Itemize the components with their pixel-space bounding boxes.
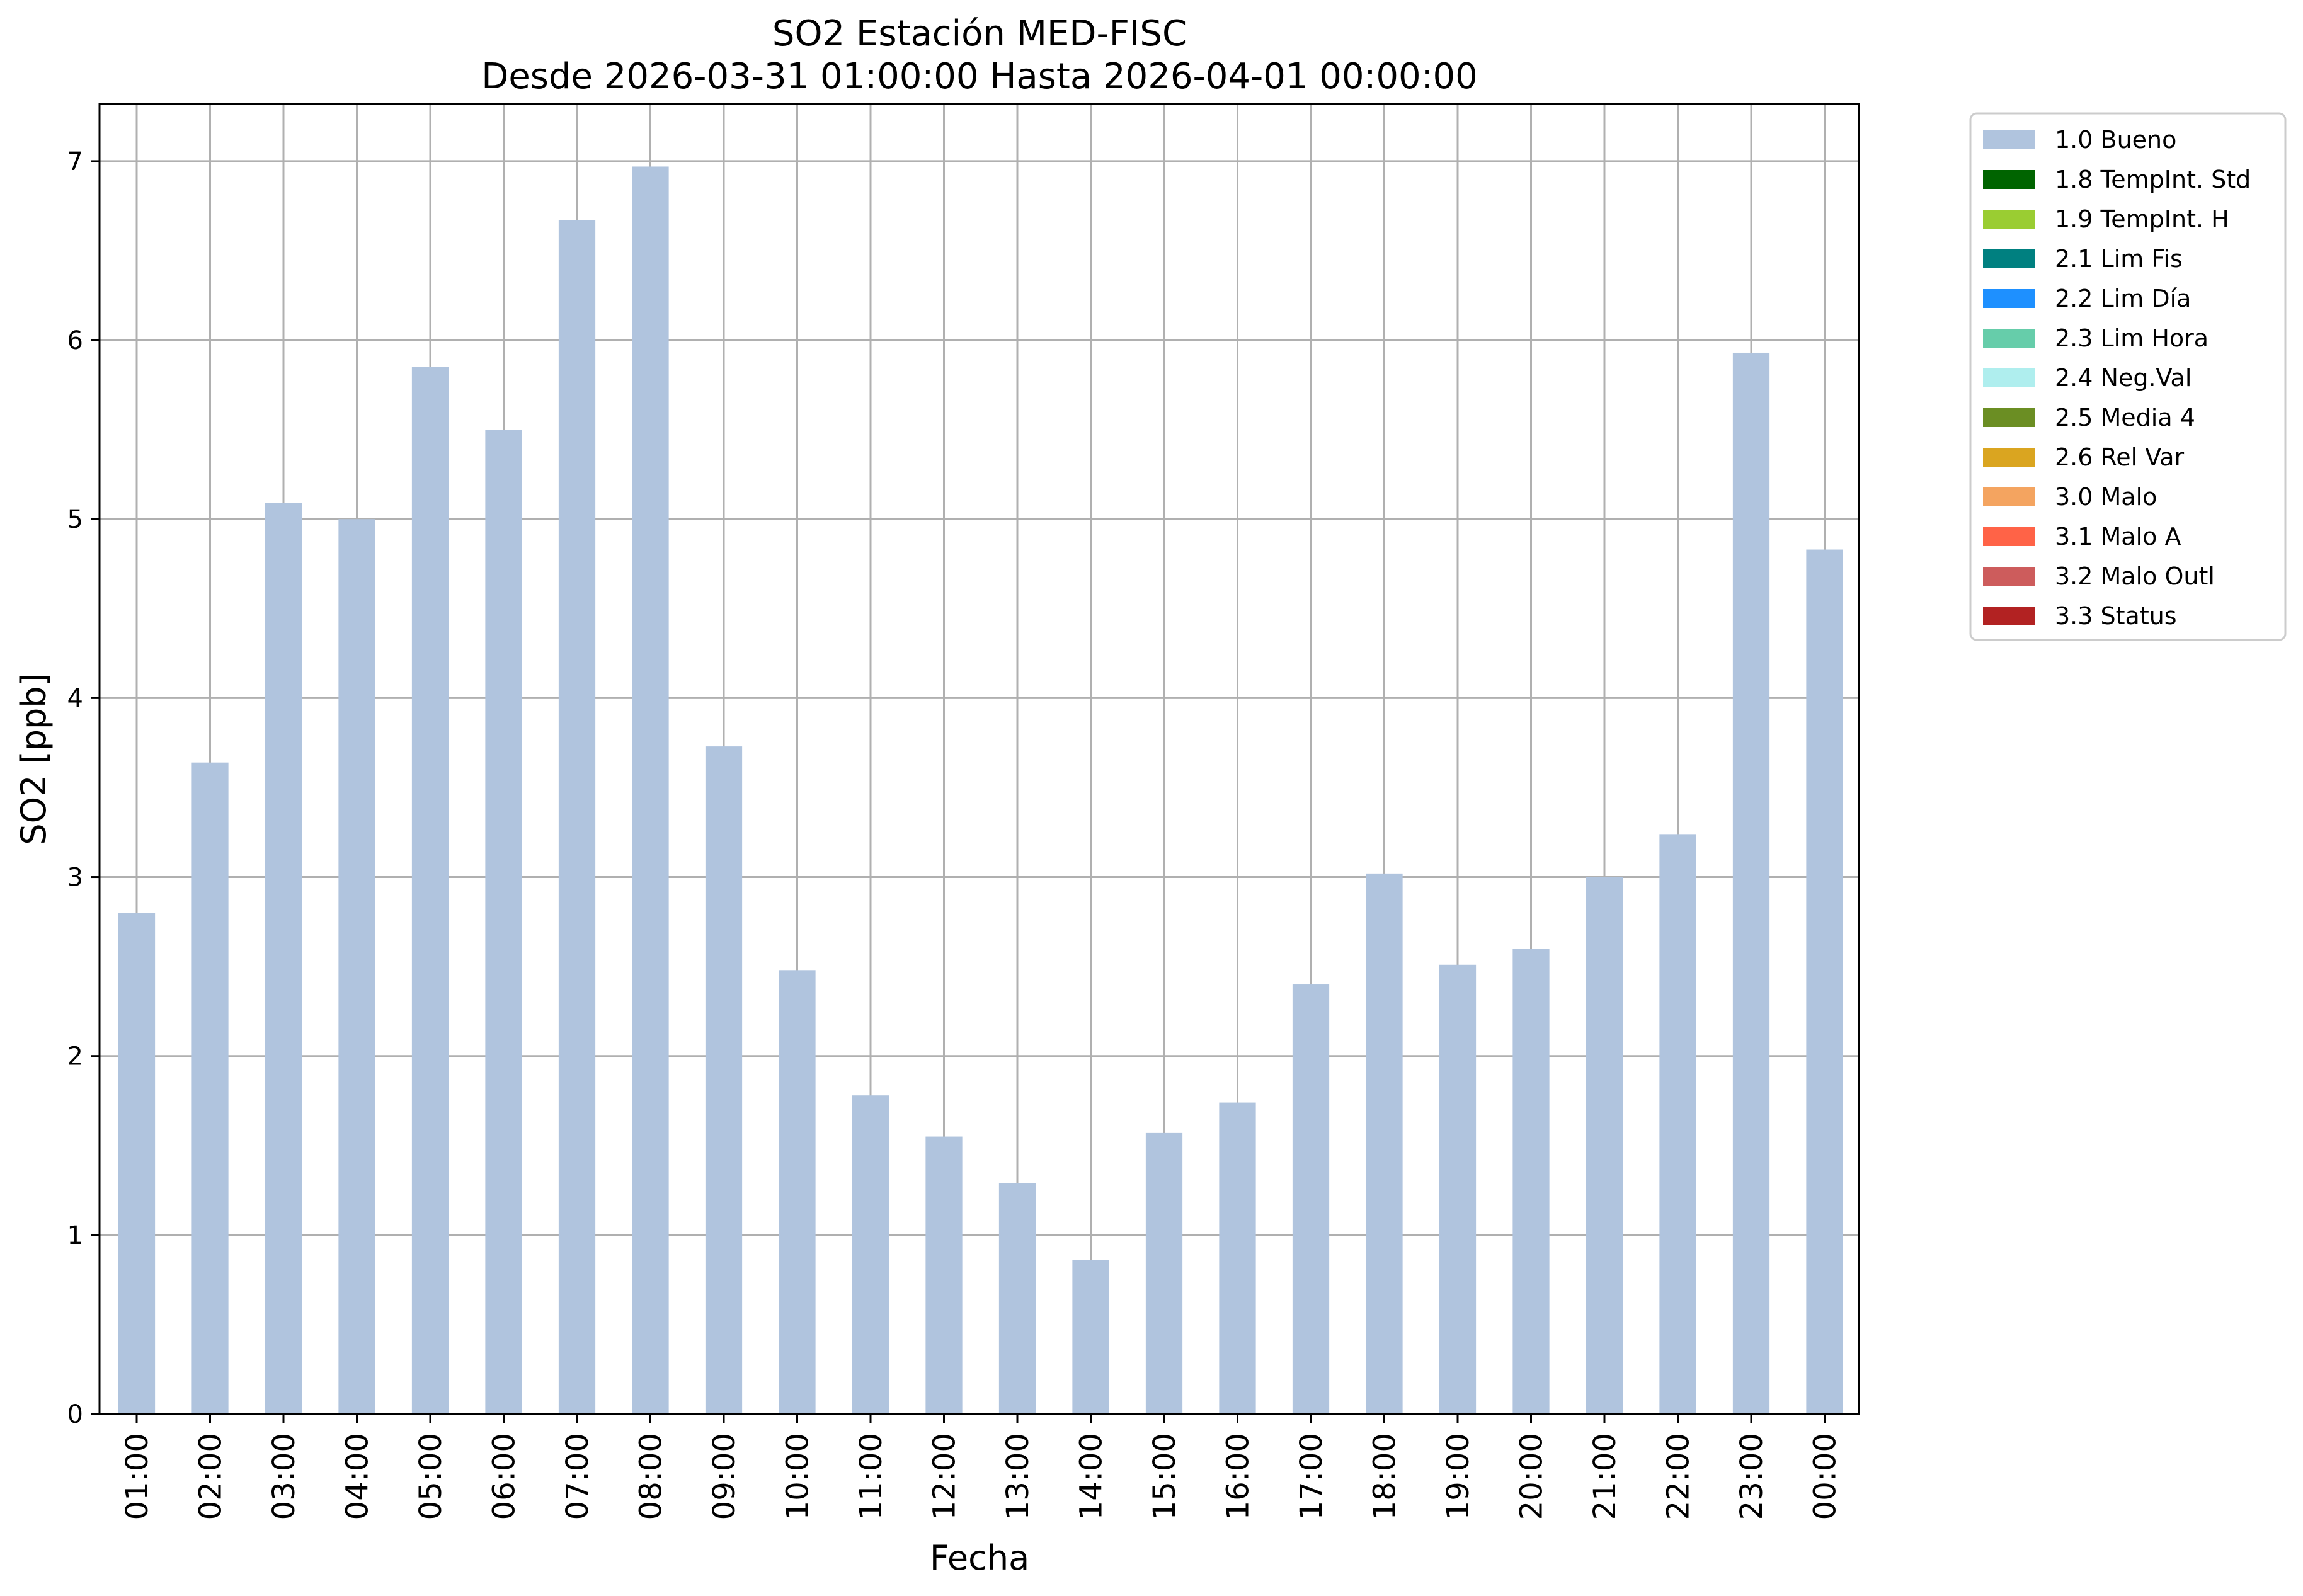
x-tick-label: 13:00: [1000, 1433, 1036, 1520]
chart-title: SO2 Estación MED-FISC: [772, 13, 1187, 54]
bar: [118, 913, 156, 1414]
bar: [558, 220, 596, 1414]
bars: [118, 166, 1843, 1415]
y-tick-label: 6: [67, 326, 83, 355]
bar: [779, 970, 816, 1414]
y-tick-label: 3: [67, 864, 83, 892]
y-tick-label: 7: [67, 147, 83, 176]
x-tick-label: 03:00: [266, 1433, 302, 1520]
y-axis-label: SO2 [ppb]: [14, 673, 54, 845]
bar: [1219, 1102, 1256, 1414]
bar: [998, 1183, 1036, 1414]
x-tick-label: 06:00: [487, 1433, 522, 1520]
legend-swatch: [1983, 249, 2035, 268]
legend-swatch: [1983, 329, 2035, 348]
legend-frame: [1969, 112, 2287, 641]
bar: [1659, 834, 1696, 1414]
x-tick-label: 08:00: [634, 1433, 669, 1520]
x-tick-label: 12:00: [927, 1433, 963, 1520]
x-tick-label: 22:00: [1661, 1433, 1696, 1520]
bar: [705, 746, 743, 1414]
legend-swatch: [1983, 210, 2035, 229]
legend-label: 1.8 TempInt. Std: [2055, 166, 2251, 193]
y-tick-label: 2: [67, 1042, 83, 1071]
bar: [191, 762, 229, 1414]
x-tick-label: 01:00: [120, 1433, 155, 1520]
legend-swatch: [1983, 527, 2035, 546]
legend-label: 2.3 Lim Hora: [2055, 324, 2209, 352]
x-tick-label: 15:00: [1147, 1433, 1182, 1520]
bar: [1292, 984, 1330, 1414]
bar: [1366, 873, 1403, 1414]
legend-swatch: [1983, 487, 2035, 506]
legend-swatch: [1983, 368, 2035, 387]
bar: [852, 1095, 889, 1414]
bar: [338, 519, 375, 1414]
legend: 1.0 Bueno 1.8 TempInt. Std 1.9 TempInt. H 2…: [1969, 112, 2287, 641]
x-tick-label: 17:00: [1294, 1433, 1329, 1520]
x-axis: 01:00 02:00 03:00 04:00 05:00 06:00 07:00 08:00…: [120, 1414, 1843, 1520]
x-tick-label: 19:00: [1441, 1433, 1476, 1520]
legend-label: 3.2 Malo Outl: [2055, 562, 2215, 590]
legend-label: 3.3 Status: [2055, 602, 2177, 630]
x-tick-label: 00:00: [1808, 1433, 1843, 1520]
plot-frame: [98, 103, 1860, 1415]
x-tick-label: 20:00: [1514, 1433, 1550, 1520]
legend-swatch: [1983, 170, 2035, 189]
legend-swatch: [1983, 408, 2035, 427]
legend-label: 2.4 Neg.Val: [2055, 364, 2192, 392]
y-axis: 0 1 2 3 4 5 6 7: [67, 147, 100, 1429]
x-tick-label: 23:00: [1734, 1433, 1769, 1520]
x-axis-label: Fecha: [930, 1538, 1029, 1578]
legend-label: 2.1 Lim Fis: [2055, 245, 2183, 273]
legend-label: 1.9 TempInt. H: [2055, 205, 2229, 233]
x-tick-label: 21:00: [1587, 1433, 1623, 1520]
bar: [1439, 964, 1477, 1414]
legend-swatch: [1983, 130, 2035, 149]
legend-label: 1.0 Bueno: [2055, 126, 2176, 154]
bar: [485, 430, 522, 1414]
legend-swatch: [1983, 567, 2035, 586]
bar: [632, 166, 669, 1414]
x-tick-label: 05:00: [413, 1433, 449, 1520]
y-tick-label: 1: [67, 1221, 83, 1250]
bar: [1732, 352, 1770, 1414]
y-tick-label: 4: [67, 684, 83, 713]
bar: [411, 367, 449, 1415]
bar: [1586, 877, 1623, 1414]
legend-label: 2.5 Media 4: [2055, 404, 2195, 431]
legend-label: 3.1 Malo A: [2055, 523, 2181, 550]
legend-swatch: [1983, 448, 2035, 467]
y-tick-label: 0: [67, 1400, 83, 1429]
y-tick-label: 5: [67, 505, 83, 534]
chart-subtitle: Desde 2026-03-31 01:00:00 Hasta 2026-04-…: [481, 56, 1478, 97]
x-tick-label: 16:00: [1221, 1433, 1256, 1520]
x-tick-label: 11:00: [854, 1433, 889, 1520]
x-tick-label: 10:00: [780, 1433, 816, 1520]
legend-swatch: [1983, 607, 2035, 625]
legend-label: 3.0 Malo: [2055, 483, 2157, 511]
bar: [1512, 949, 1550, 1414]
x-tick-label: 04:00: [340, 1433, 375, 1520]
x-tick-label: 14:00: [1074, 1433, 1109, 1520]
x-tick-label: 09:00: [707, 1433, 742, 1520]
legend-swatch: [1983, 289, 2035, 308]
x-tick-label: 07:00: [560, 1433, 595, 1520]
bar: [265, 503, 302, 1415]
legend-label: 2.6 Rel Var: [2055, 443, 2185, 471]
bar: [1806, 549, 1843, 1414]
legend-label: 2.2 Lim Día: [2055, 285, 2191, 312]
bar: [1145, 1132, 1183, 1414]
x-tick-label: 02:00: [193, 1433, 229, 1520]
bar: [1072, 1260, 1109, 1414]
x-tick-label: 18:00: [1368, 1433, 1403, 1520]
bar: [925, 1136, 963, 1414]
